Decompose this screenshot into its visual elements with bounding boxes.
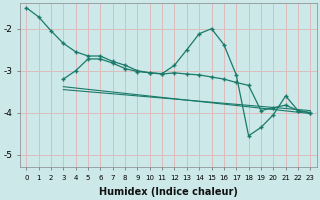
- X-axis label: Humidex (Indice chaleur): Humidex (Indice chaleur): [99, 187, 238, 197]
